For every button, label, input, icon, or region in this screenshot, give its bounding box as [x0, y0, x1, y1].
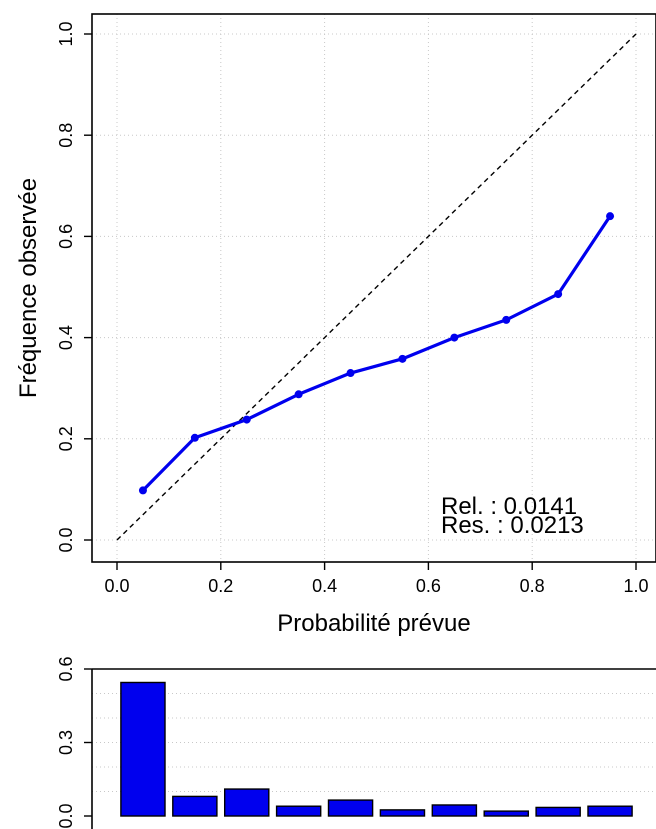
x-tick-label: 0.6 [416, 576, 441, 596]
histogram-bar [275, 805, 322, 817]
reliability-point [242, 415, 251, 424]
x-tick-label: 0.2 [208, 576, 233, 596]
x-tick-label: 0.4 [312, 576, 337, 596]
histogram-bar [483, 810, 530, 817]
reliability-point [138, 486, 147, 495]
reliability-panel: 0.0 0.2 0.4 0.6 0.8 1.0 0.0 0.2 0.4 0.6 0.8 1.0 Prob… [15, 13, 656, 637]
reliability-point [554, 290, 563, 299]
reliability-point [346, 369, 355, 378]
y-tick-label: 0.3 [56, 730, 76, 755]
y-tick-label: 0.6 [56, 656, 76, 681]
y-tick-label: 0.0 [56, 803, 76, 828]
y-tick-label: 0.0 [56, 527, 76, 552]
x-tick-label: 0.8 [520, 576, 545, 596]
reliability-curve [141, 215, 612, 492]
reliability-score-label: Rel. : 0.0141 [441, 493, 577, 520]
reliability-point [398, 354, 407, 363]
y-tick-label: 0.2 [56, 426, 76, 451]
y-tick-label: 0.8 [56, 123, 76, 148]
histogram-bar [431, 804, 478, 817]
reliability-point [294, 390, 303, 399]
histogram-bar [587, 805, 633, 817]
histogram-bar [223, 788, 270, 817]
plot-frame [91, 13, 656, 563]
x-tick-label: 1.0 [623, 576, 648, 596]
y-tick-label: 0.4 [56, 325, 76, 350]
resolution-score-label: Res. : 0.0213 [441, 512, 584, 539]
histogram-bar [379, 809, 426, 817]
histogram-bar [327, 799, 374, 817]
reliability-point [606, 212, 615, 221]
y-axis-title: Fréquence observée [15, 178, 42, 398]
histogram-bar [172, 795, 218, 817]
diagonal-reference-line [116, 33, 637, 541]
reliability-point [450, 333, 459, 342]
sharpness-histogram-panel: 0.0 0.3 0.6 [56, 656, 656, 829]
y-tick-label: 0.6 [56, 224, 76, 249]
reliability-point [502, 315, 511, 324]
histogram-bar [535, 806, 581, 817]
x-tick-label: 0.0 [104, 576, 129, 596]
histogram-bar [120, 681, 166, 817]
reliability-point [190, 433, 199, 442]
y-tick-label: 1.0 [56, 21, 76, 46]
x-axis-title: Probabilité prévue [277, 610, 470, 637]
